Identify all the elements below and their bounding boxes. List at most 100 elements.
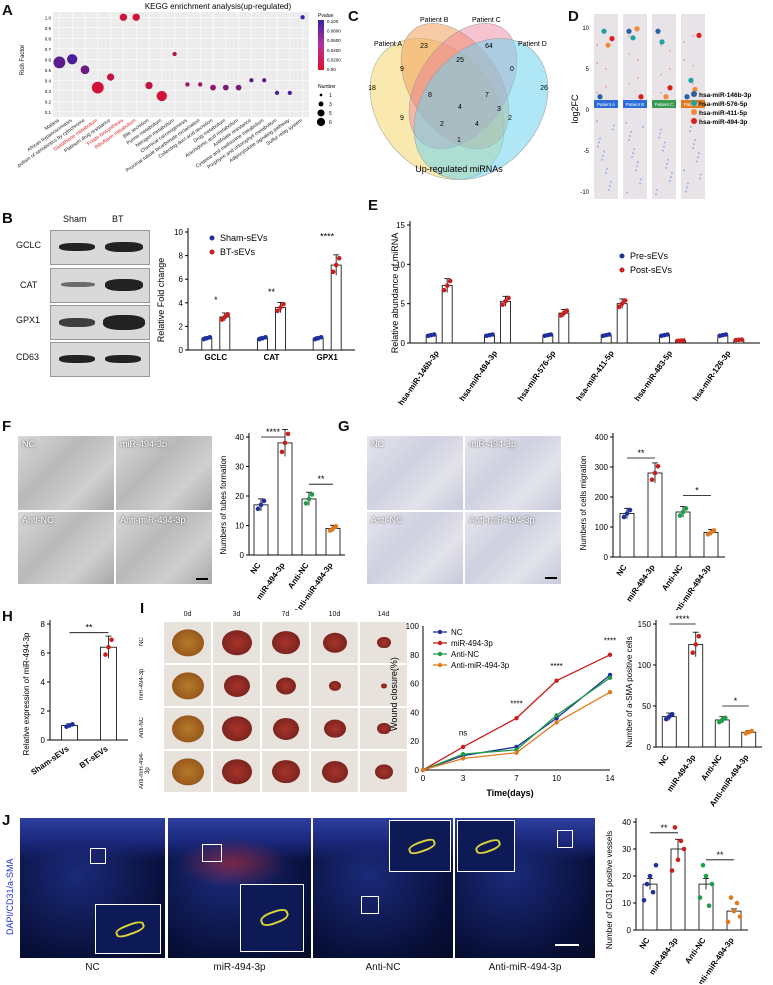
downregulated-point xyxy=(631,156,633,159)
y-tick-label: 0 xyxy=(604,553,609,562)
legend-marker xyxy=(691,91,697,97)
wound-photo xyxy=(359,621,408,664)
panel-label-j: J xyxy=(2,812,11,829)
data-point xyxy=(330,269,336,275)
cell-migration-bar-chart: Numbers of cells migration 0 100 200 300 400… xyxy=(579,433,725,610)
bar xyxy=(441,285,453,344)
downregulated-point xyxy=(663,145,665,148)
migration-image-label: Anti-NC xyxy=(371,515,403,525)
y-tick-label: 60 xyxy=(410,680,419,689)
downregulated-point xyxy=(612,128,614,131)
data-point xyxy=(652,470,658,476)
upregulated-point xyxy=(660,73,662,76)
downregulated-point xyxy=(689,130,691,133)
migration-image-anti-mir494: Anti-miR-494-3p xyxy=(465,512,561,584)
enrichment-bubble xyxy=(222,84,229,91)
upregulated-point xyxy=(637,76,639,79)
day-label: 10d xyxy=(328,611,341,618)
legend-label: miR-494-3p xyxy=(451,639,493,648)
venn-count: 25 xyxy=(456,57,464,64)
data-point xyxy=(222,314,228,320)
enrichment-bubble xyxy=(53,56,66,69)
migration-image-label: Anti-miR-494-3p xyxy=(469,515,535,525)
downregulated-point xyxy=(696,160,698,163)
tube-image-label: miR-494-3p xyxy=(120,439,168,449)
downregulated-point xyxy=(602,154,604,157)
data-point xyxy=(622,298,628,303)
bar xyxy=(500,300,511,344)
day-label: 3d xyxy=(232,611,241,618)
data-point xyxy=(275,308,280,314)
downregulated-point xyxy=(640,178,642,181)
downregulated-point xyxy=(671,171,673,174)
legend-marker xyxy=(437,640,443,646)
y-tick-label: -10 xyxy=(580,190,589,196)
enrichment-bubble xyxy=(67,54,78,65)
kegg-pvalue-colorbar xyxy=(318,20,324,70)
bar xyxy=(100,646,117,741)
bar xyxy=(688,644,704,748)
enrichment-bubble xyxy=(156,90,167,102)
downregulated-point xyxy=(608,189,610,191)
upregulated-point xyxy=(605,85,607,88)
legend-marker xyxy=(437,651,443,657)
data-point xyxy=(207,334,213,340)
y-tick-label: 100 xyxy=(595,523,609,532)
wound-photo xyxy=(212,621,261,664)
downregulated-point xyxy=(596,120,598,123)
panel-label-f: F xyxy=(2,418,12,435)
bar xyxy=(698,883,714,931)
upregulated-point xyxy=(605,67,607,70)
pvalue-tick-label: 0.0800 xyxy=(327,29,341,34)
day-label: 0d xyxy=(183,611,192,618)
migration-image-nc: NC xyxy=(367,436,463,510)
y-tick-label: 20 xyxy=(622,872,631,881)
y-tick-label: 20 xyxy=(235,492,244,501)
bar-f-ylabel: Numbers of tubes formation xyxy=(219,456,228,555)
data-point xyxy=(261,498,267,504)
downregulated-point xyxy=(599,137,601,140)
legend-label: NC xyxy=(451,628,463,637)
blot-row-gpx1: GPX1 xyxy=(16,315,41,325)
upregulated-point xyxy=(637,58,639,61)
data-point xyxy=(624,511,630,516)
y-tick-label: 200 xyxy=(595,493,609,502)
enrichment-bubble xyxy=(132,13,140,21)
y-tick-label: 15 xyxy=(396,221,405,230)
data-point xyxy=(706,903,712,908)
data-point xyxy=(621,514,627,520)
venn-label-c: Patient C xyxy=(472,17,501,24)
x-tick-label: hsa-miR-483-5p xyxy=(633,349,675,403)
bar xyxy=(616,303,628,344)
kegg-pvalue-title: Pvalue xyxy=(318,13,334,19)
significance-label: ** xyxy=(85,623,93,633)
y-tick-label: 0.6 xyxy=(45,57,52,62)
tube-image-label: NC xyxy=(22,439,35,449)
tube-image-mir494: miR-494-3p xyxy=(116,436,212,510)
data-point xyxy=(255,506,261,512)
mir494-expression-bar-chart: Relative expression of miR-494-3p 0 2 4 6 8 S… xyxy=(22,620,128,777)
data-point xyxy=(282,440,288,446)
patient-strip-tag xyxy=(594,100,618,108)
highlighted-mirna-point xyxy=(692,86,698,92)
y-tick-label: 0 xyxy=(401,339,406,348)
data-point xyxy=(650,889,656,895)
highlighted-mirna-point xyxy=(667,85,673,91)
highlighted-mirna-point xyxy=(684,94,690,100)
significance-label: **** xyxy=(675,614,690,624)
significance-label: **** xyxy=(550,662,562,671)
series-point xyxy=(460,756,466,761)
wound-photo xyxy=(163,621,212,664)
wound-photo xyxy=(359,707,408,750)
y-tick-label: 100 xyxy=(406,622,420,631)
data-point xyxy=(696,634,702,639)
size-legend-label: 6 xyxy=(329,120,332,126)
tube-image-label: Anti-miR-494-3p xyxy=(120,515,186,525)
enrichment-bubble xyxy=(287,90,292,95)
y-tick-label: 8 xyxy=(179,252,184,261)
migration-image-label: miR-494-3p xyxy=(469,439,517,449)
legend-sham: Sham-sEVs xyxy=(220,233,268,243)
enrichment-bubble xyxy=(274,90,280,95)
y-tick-label: 30 xyxy=(235,463,244,472)
bar-j-ylabel: Number of CD31 positive vessels xyxy=(605,831,614,949)
